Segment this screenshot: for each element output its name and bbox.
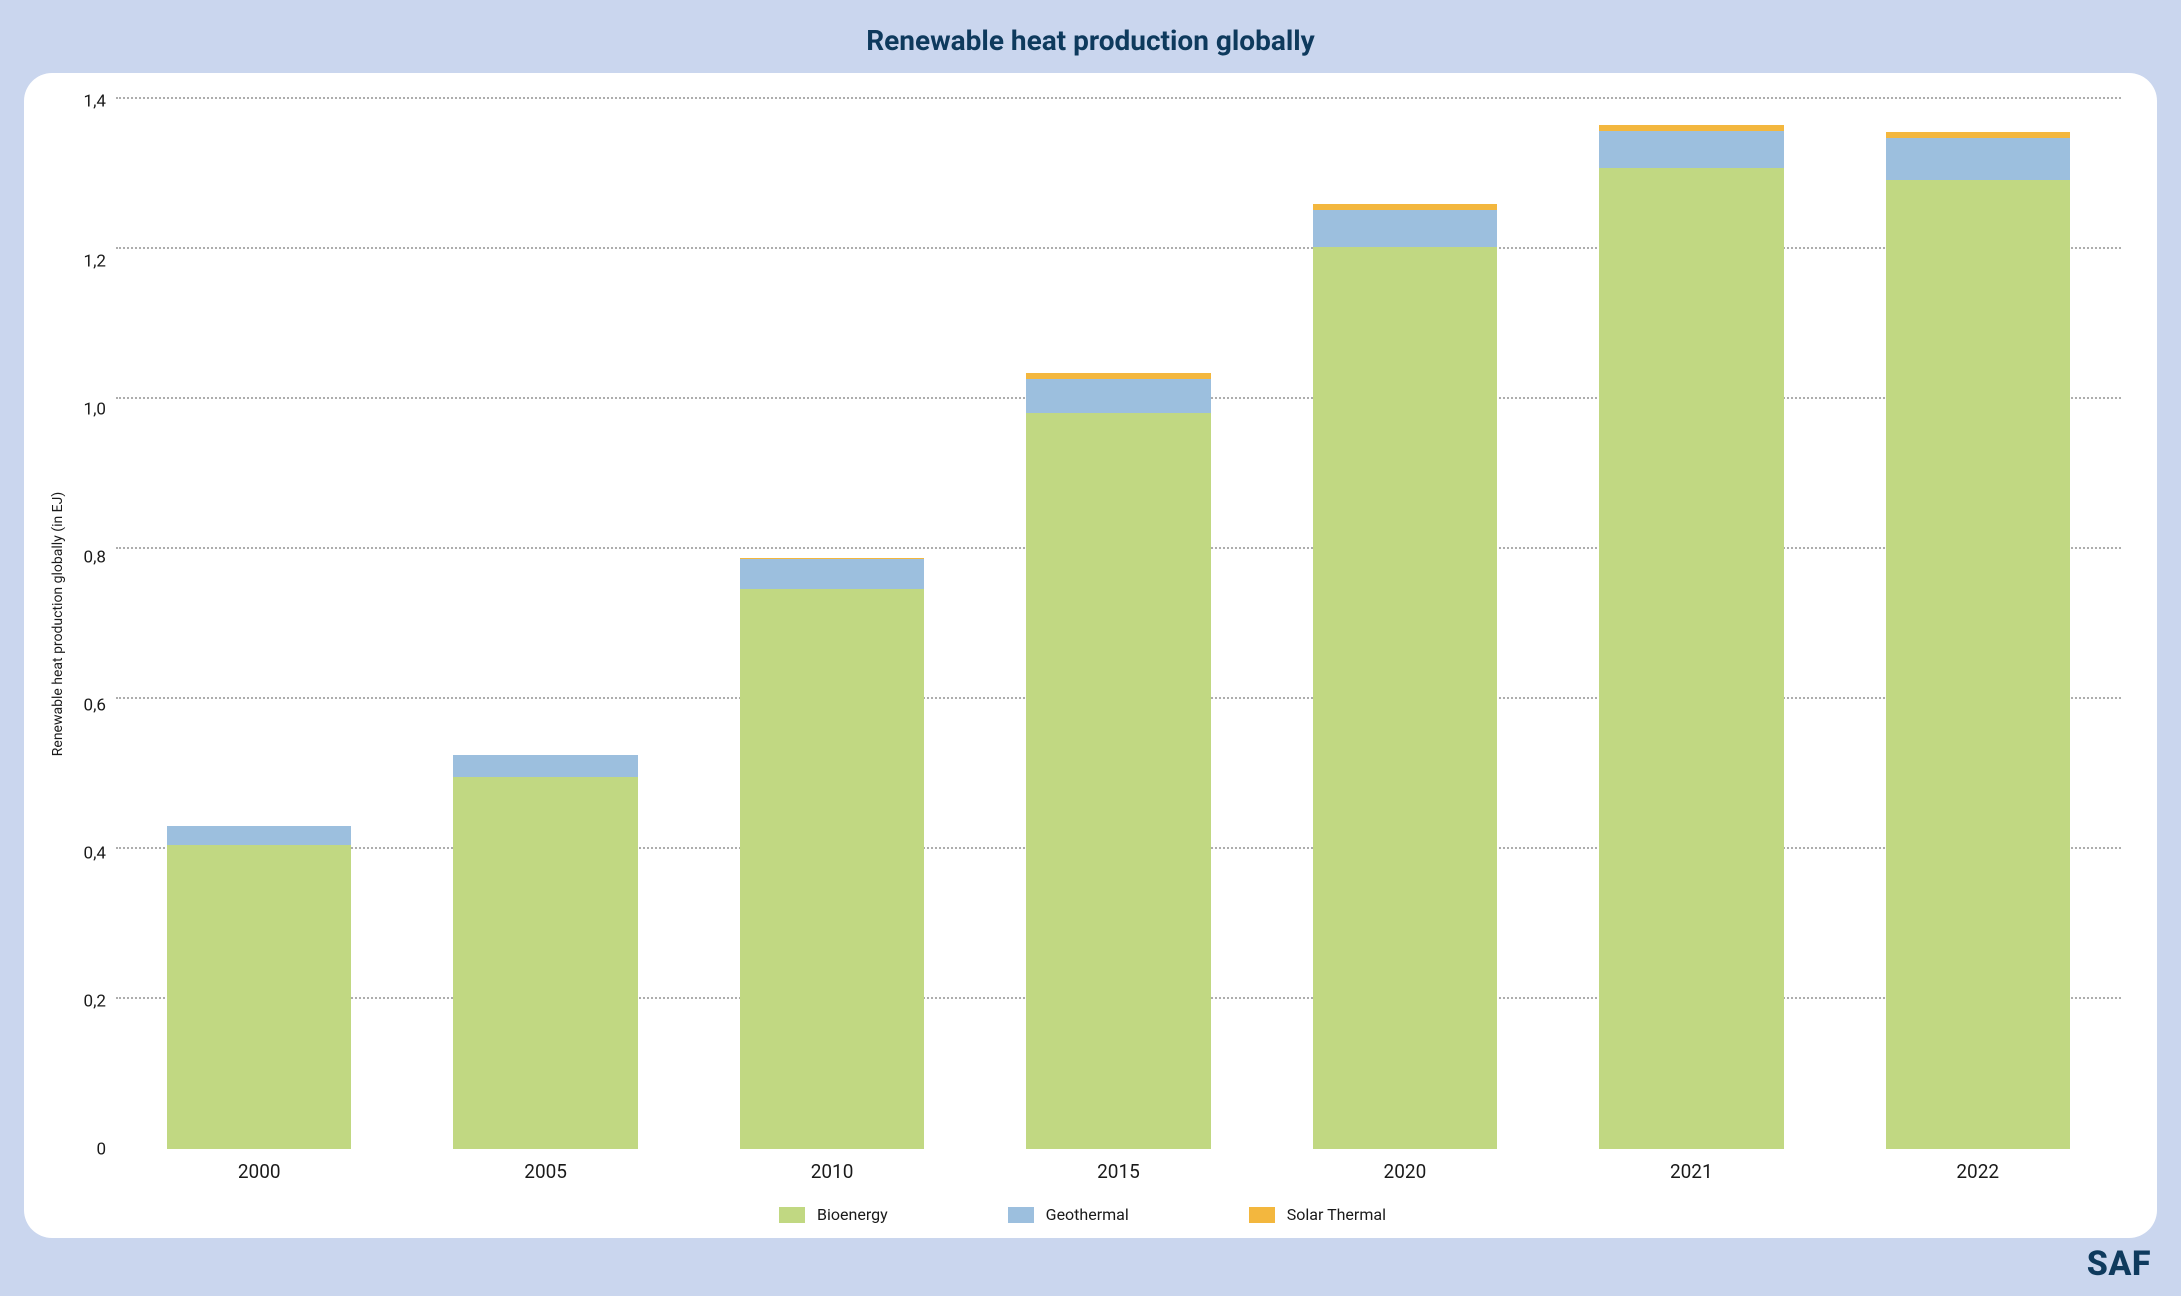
chart-container: Renewable heat production globally Renew… — [24, 18, 2157, 1284]
legend-label: Solar Thermal — [1287, 1205, 1386, 1224]
bar — [740, 97, 924, 1149]
bar-segment-geothermal — [453, 755, 637, 778]
yaxis-label: Renewable heat production globally (in E… — [50, 491, 66, 755]
yaxis-tick: 0,4 — [84, 846, 106, 863]
yaxis-label-wrap: Renewable heat production globally (in E… — [44, 97, 72, 1150]
legend: Bioenergy Geothermal Solar Thermal — [44, 1183, 2121, 1224]
bar-segment-geothermal — [1599, 131, 1783, 169]
brand-mark: SAF — [24, 1238, 2157, 1284]
xaxis-tick: 2015 — [1026, 1160, 1210, 1183]
bar-segment-bioenergy — [1599, 168, 1783, 1149]
legend-item: Bioenergy — [779, 1205, 888, 1224]
yaxis-tick: 0,2 — [84, 994, 106, 1011]
xaxis-tick: 2000 — [167, 1160, 351, 1183]
xaxis-tick: 2021 — [1599, 1160, 1783, 1183]
bar — [167, 97, 351, 1149]
bar-segment-bioenergy — [1313, 247, 1497, 1149]
yaxis-tick: 1,0 — [84, 402, 106, 419]
bar — [1313, 97, 1497, 1149]
xaxis-tick: 2020 — [1313, 1160, 1497, 1183]
legend-swatch — [1249, 1207, 1275, 1223]
bar-segment-bioenergy — [453, 777, 637, 1149]
bars-group — [116, 97, 2121, 1149]
xaxis-tick: 2010 — [740, 1160, 924, 1183]
bar-segment-geothermal — [740, 559, 924, 589]
bar-segment-bioenergy — [167, 845, 351, 1149]
xaxis-tick: 2005 — [453, 1160, 637, 1183]
bar-segment-geothermal — [1886, 138, 2070, 179]
chart-panel: Renewable heat production globally (in E… — [24, 73, 2157, 1238]
legend-label: Geothermal — [1046, 1205, 1129, 1224]
plot-area — [116, 97, 2121, 1150]
yaxis-tick: 0 — [96, 1142, 106, 1159]
bar-segment-geothermal — [1313, 210, 1497, 248]
yaxis-tick: 0,8 — [84, 550, 106, 567]
plot-row: Renewable heat production globally (in E… — [44, 97, 2121, 1150]
bar — [1886, 97, 2070, 1149]
bar-segment-geothermal — [1026, 379, 1210, 413]
xaxis-ticks: 2000 2005 2010 2015 2020 2021 2022 — [116, 1150, 2121, 1183]
chart-title: Renewable heat production globally — [24, 18, 2157, 73]
legend-item: Solar Thermal — [1249, 1205, 1386, 1224]
bar-segment-bioenergy — [1026, 413, 1210, 1149]
legend-label: Bioenergy — [817, 1205, 888, 1224]
yaxis-ticks: 1,41,21,00,80,60,40,20 — [72, 97, 116, 1150]
legend-swatch — [779, 1207, 805, 1223]
bar — [453, 97, 637, 1149]
yaxis-tick: 1,2 — [84, 254, 106, 271]
xaxis-tick: 2022 — [1886, 1160, 2070, 1183]
bar-segment-bioenergy — [740, 589, 924, 1149]
legend-item: Geothermal — [1008, 1205, 1129, 1224]
yaxis-tick: 1,4 — [84, 94, 106, 111]
xlabels-row: 2000 2005 2010 2015 2020 2021 2022 — [44, 1150, 2121, 1183]
bar — [1599, 97, 1783, 1149]
yaxis-tick: 0,6 — [84, 698, 106, 715]
bar-segment-geothermal — [167, 826, 351, 845]
bar — [1026, 97, 1210, 1149]
legend-swatch — [1008, 1207, 1034, 1223]
bar-segment-bioenergy — [1886, 180, 2070, 1149]
